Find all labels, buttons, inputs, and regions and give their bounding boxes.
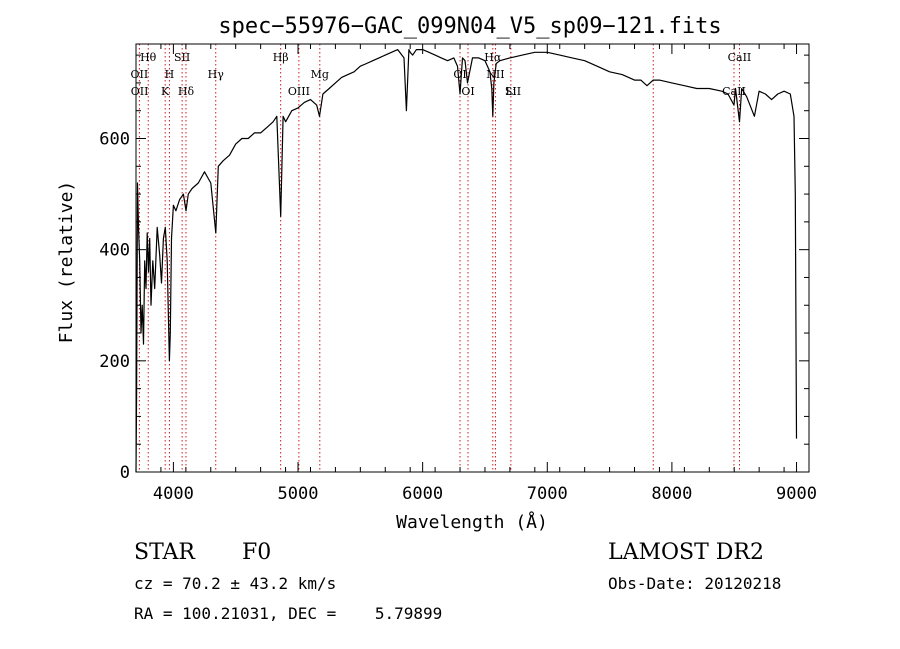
cz-value: cz = 70.2 ± 43.2 km/s [134,574,337,593]
chart-title: spec−55976−GAC_099N04_V5_sp09−121.fits [218,14,721,39]
x-tick-label: 7000 [527,484,568,504]
spectral-line-label: CaII [722,85,746,98]
spectral-line-label: Hθ [140,51,157,64]
class-label: STAR [134,540,195,565]
spectral-line-label: H [165,68,175,81]
spectral-line-label: Hγ [208,68,225,81]
spectral-line-label: Hδ [178,85,195,98]
spectral-line-label: OII [131,68,149,81]
spectral-line-label: OI [461,85,474,98]
obs-date: Obs-Date: 20120218 [608,574,782,593]
plot-frame [135,43,810,473]
x-tick-label: 8000 [651,484,692,504]
spectral-line-label: Li [505,85,516,98]
spectral-line-label: Hα [484,51,502,64]
x-tick-label: 4000 [153,484,194,504]
y-tick-label: 600 [99,129,130,149]
x-axis-label: Wavelength (Å) [396,511,548,533]
survey-label: LAMOST DR2 [608,540,764,565]
x-tick-label: 6000 [402,484,443,504]
spectral-line-label: Hβ [273,51,289,64]
subclass-label: F0 [242,540,272,565]
y-tick-label: 400 [99,241,130,261]
y-tick-label: 0 [120,463,130,483]
y-tick-label: 200 [99,352,130,372]
spectral-line-label: SII [505,85,521,98]
y-axis-ticks: 0 200 400 600 [99,54,809,483]
spectral-line-label: CaII [728,51,752,64]
x-tick-label: 5000 [278,484,319,504]
y-axis-label: Flux (relative) [56,181,77,344]
ra-dec: RA = 100.21031, DEC = 5.79899 [134,604,443,623]
spectral-line-label: OIII [288,85,310,98]
spectral-line-label: Mg [311,68,329,81]
spectral-line-label: SII [174,51,190,64]
x-axis-ticks: 4000 5000 6000 7000 8000 9000 [135,44,817,504]
spectral-line-label: OII [131,85,149,98]
spectral-line-markers [138,44,740,472]
spectral-line-label: K [161,85,170,98]
spectral-line-label: OI [453,68,466,81]
spectrum-line [135,49,798,473]
x-tick-label: 9000 [776,484,817,504]
